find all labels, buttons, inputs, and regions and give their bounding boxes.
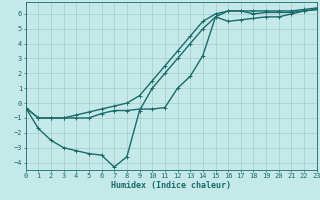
X-axis label: Humidex (Indice chaleur): Humidex (Indice chaleur) bbox=[111, 181, 231, 190]
